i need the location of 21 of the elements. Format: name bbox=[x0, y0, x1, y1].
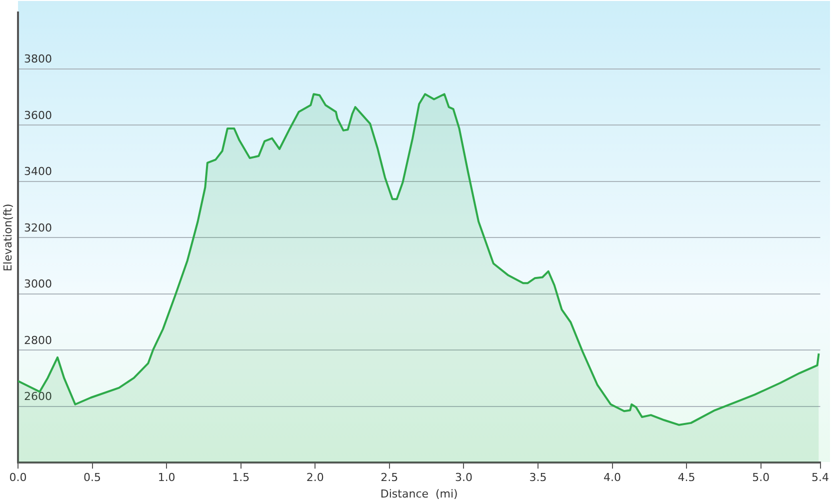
x-tick-label: 4.0 bbox=[604, 471, 622, 484]
y-tick-label: 3200 bbox=[24, 221, 52, 234]
x-tick-label: 3.5 bbox=[529, 471, 547, 484]
y-tick-label: 2600 bbox=[24, 390, 52, 404]
x-tick-label: 4.5 bbox=[678, 471, 696, 484]
x-tick-label: 2.5 bbox=[380, 471, 398, 484]
y-tick-label: 3800 bbox=[24, 52, 52, 66]
y-tick-label: 3000 bbox=[24, 278, 52, 291]
x-axis-title: Distance (mi) bbox=[380, 487, 458, 500]
y-tick-label: 2800 bbox=[24, 334, 52, 347]
x-tick-label: 0.5 bbox=[84, 471, 102, 484]
x-tick-label: 3.0 bbox=[454, 471, 472, 484]
x-tick-label: 0.0 bbox=[9, 471, 27, 484]
x-tick-label: 5.4 bbox=[812, 471, 830, 484]
x-tick-label: 1.5 bbox=[232, 471, 250, 484]
y-axis-title: Elevation(ft) bbox=[1, 204, 14, 272]
y-tick-label: 3600 bbox=[24, 108, 52, 122]
x-tick-label: 1.0 bbox=[158, 471, 176, 484]
y-tick-label: 3400 bbox=[24, 165, 52, 178]
x-tick-label: 2.0 bbox=[306, 471, 324, 484]
x-tick-label: 5.0 bbox=[752, 471, 770, 484]
